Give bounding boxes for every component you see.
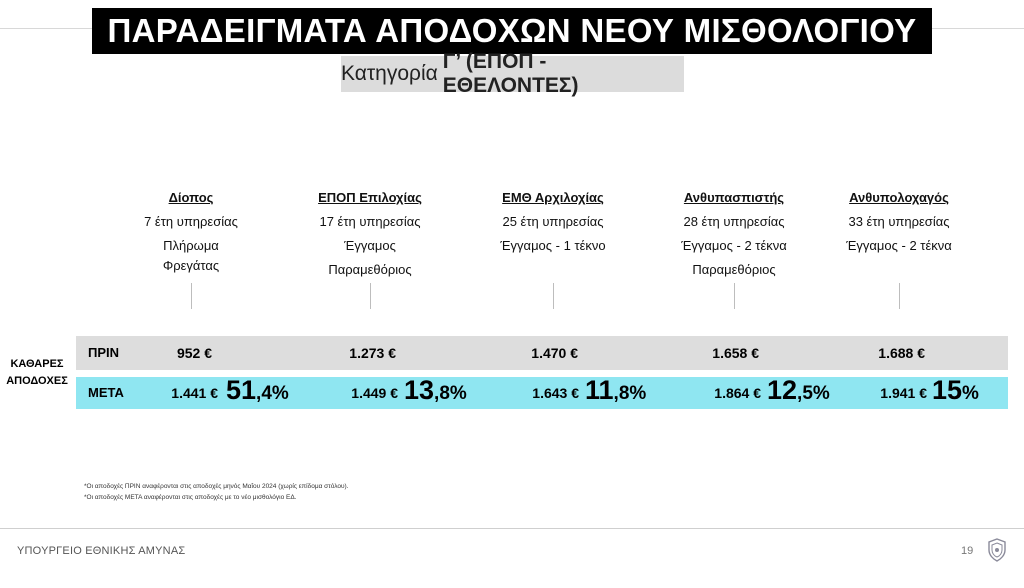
detail-line: Πλήρωμα (163, 238, 219, 253)
before-value: 1.470 € (531, 345, 578, 361)
increase-percentage-decimal: ,8% (434, 383, 467, 404)
increase-percentage: 12,5% (767, 375, 830, 406)
rank-label: Ανθυπολοχαγός (849, 190, 949, 205)
detail-line: Έγγαμος - 1 τέκνο (500, 238, 606, 253)
connector-line (734, 283, 735, 309)
detail-line: Φρεγάτας (162, 258, 220, 273)
net-earnings-label: ΚΑΘΑΡΕΣ ΑΠΟΔΟΧΕΣ (6, 356, 68, 390)
increase-percentage-integer: 13 (404, 375, 435, 405)
after-row (76, 377, 1008, 409)
increase-percentage-integer: 11 (585, 375, 614, 405)
service-years: 7 έτη υπηρεσίας (144, 214, 238, 229)
before-value: 952 € (176, 345, 212, 361)
detail-line: Έγγαμος - 2 τέκνα (846, 238, 952, 253)
slide-title-text: ΠΑΡΑΔΕΙΓΜΑΤΑ ΑΠΟΔΟΧΩΝ ΝΕΟΥ ΜΙΣΘΟΛΟΓΙΟΥ (107, 12, 917, 49)
increase-percentage-decimal: % (962, 383, 979, 404)
net-earnings-label-line: ΚΑΘΑΡΕΣ (10, 358, 64, 370)
footnotes: *Οι αποδοχές ΠΡΙΝ αναφέρονται στις αποδο… (84, 481, 349, 503)
detail-line: Έγγαμος - 2 τέκνα (681, 238, 787, 253)
before-value: 1.688 € (878, 345, 925, 361)
detail-line: Έγγαμος (344, 238, 396, 253)
after-label: ΜΕΤΑ (88, 385, 124, 400)
footnote: *Οι αποδοχές ΜΕΤΑ αναφέρονται στις αποδο… (84, 494, 297, 501)
increase-percentage-integer: 12 (767, 375, 798, 405)
increase-percentage-decimal: ,5% (797, 383, 830, 404)
before-label: ΠΡΙΝ (88, 345, 120, 360)
subtitle-prefix: Κατηγορία (341, 62, 438, 85)
page-number: 19 (961, 545, 974, 557)
example-column-4: Ανθυπασπιστής 28 έτη υπηρεσίας Έγγαμος -… (634, 186, 834, 282)
example-column-2: ΕΠΟΠ Επιλοχίας 17 έτη υπηρεσίας Έγγαμος … (270, 186, 470, 282)
after-value: 1.449 € (351, 385, 398, 401)
ministry-emblem-icon (988, 538, 1006, 562)
increase-percentage: 13,8% (404, 375, 467, 406)
ministry-name: ΥΠΟΥΡΓΕΙΟ ΕΘΝΙΚΗΣ ΑΜΥΝΑΣ (17, 545, 186, 557)
after-value: 1.441 € (171, 385, 218, 401)
increase-percentage: 51,4% (226, 375, 289, 406)
after-value: 1.864 € (714, 385, 761, 401)
service-years: 28 έτη υπηρεσίας (683, 214, 785, 229)
increase-percentage-decimal: ,8% (613, 383, 647, 404)
before-value: 1.658 € (712, 345, 759, 361)
before-row (76, 336, 1008, 370)
slide-subtitle: Κατηγορία Γ’ (ΕΠΟΠ - ΕΘΕΛΟΝΤΕΣ) (341, 50, 684, 97)
example-column-3: ΕΜΘ Αρχιλοχίας 25 έτη υπηρεσίας Έγγαμος … (453, 186, 653, 258)
rank-label: Ανθυπασπιστής (683, 190, 785, 205)
subtitle-category: Γ’ (ΕΠΟΠ - ΕΘΕΛΟΝΤΕΣ) (442, 50, 579, 97)
increase-percentage: 15% (932, 375, 979, 406)
increase-percentage-integer: 51 (226, 375, 257, 405)
detail-line: Παραμεθόριος (692, 262, 776, 277)
slide-title: ΠΑΡΑΔΕΙΓΜΑΤΑ ΑΠΟΔΟΧΩΝ ΝΕΟΥ ΜΙΣΘΟΛΟΓΙΟΥ (92, 8, 932, 54)
net-earnings-label-line: ΑΠΟΔΟΧΕΣ (6, 375, 68, 387)
service-years: 33 έτη υπηρεσίας (848, 214, 950, 229)
rank-label: ΕΜΘ Αρχιλοχίας (502, 190, 604, 205)
service-years: 25 έτη υπηρεσίας (502, 214, 604, 229)
connector-line (191, 283, 192, 309)
service-years: 17 έτη υπηρεσίας (319, 214, 421, 229)
increase-percentage: 11,8% (585, 375, 646, 406)
increase-percentage-decimal: ,4% (256, 383, 289, 404)
example-column-5: Ανθυπολοχαγός 33 έτη υπηρεσίας Έγγαμος -… (799, 186, 999, 258)
increase-percentage-integer: 15 (932, 375, 963, 405)
footer-divider (0, 528, 1024, 529)
connector-line (370, 283, 371, 309)
detail-line: Παραμεθόριος (328, 262, 412, 277)
after-value: 1.643 € (532, 385, 579, 401)
footnote: *Οι αποδοχές ΠΡΙΝ αναφέρονται στις αποδο… (84, 483, 349, 490)
before-value: 1.273 € (349, 345, 396, 361)
rank-label: ΕΠΟΠ Επιλοχίας (318, 190, 422, 205)
after-value: 1.941 € (880, 385, 927, 401)
rank-label: Δίοπος (168, 190, 214, 205)
connector-line (899, 283, 900, 309)
connector-line (553, 283, 554, 309)
example-column-1: Δίοπος 7 έτη υπηρεσίας Πλήρωμα Φρεγάτας (91, 186, 291, 278)
